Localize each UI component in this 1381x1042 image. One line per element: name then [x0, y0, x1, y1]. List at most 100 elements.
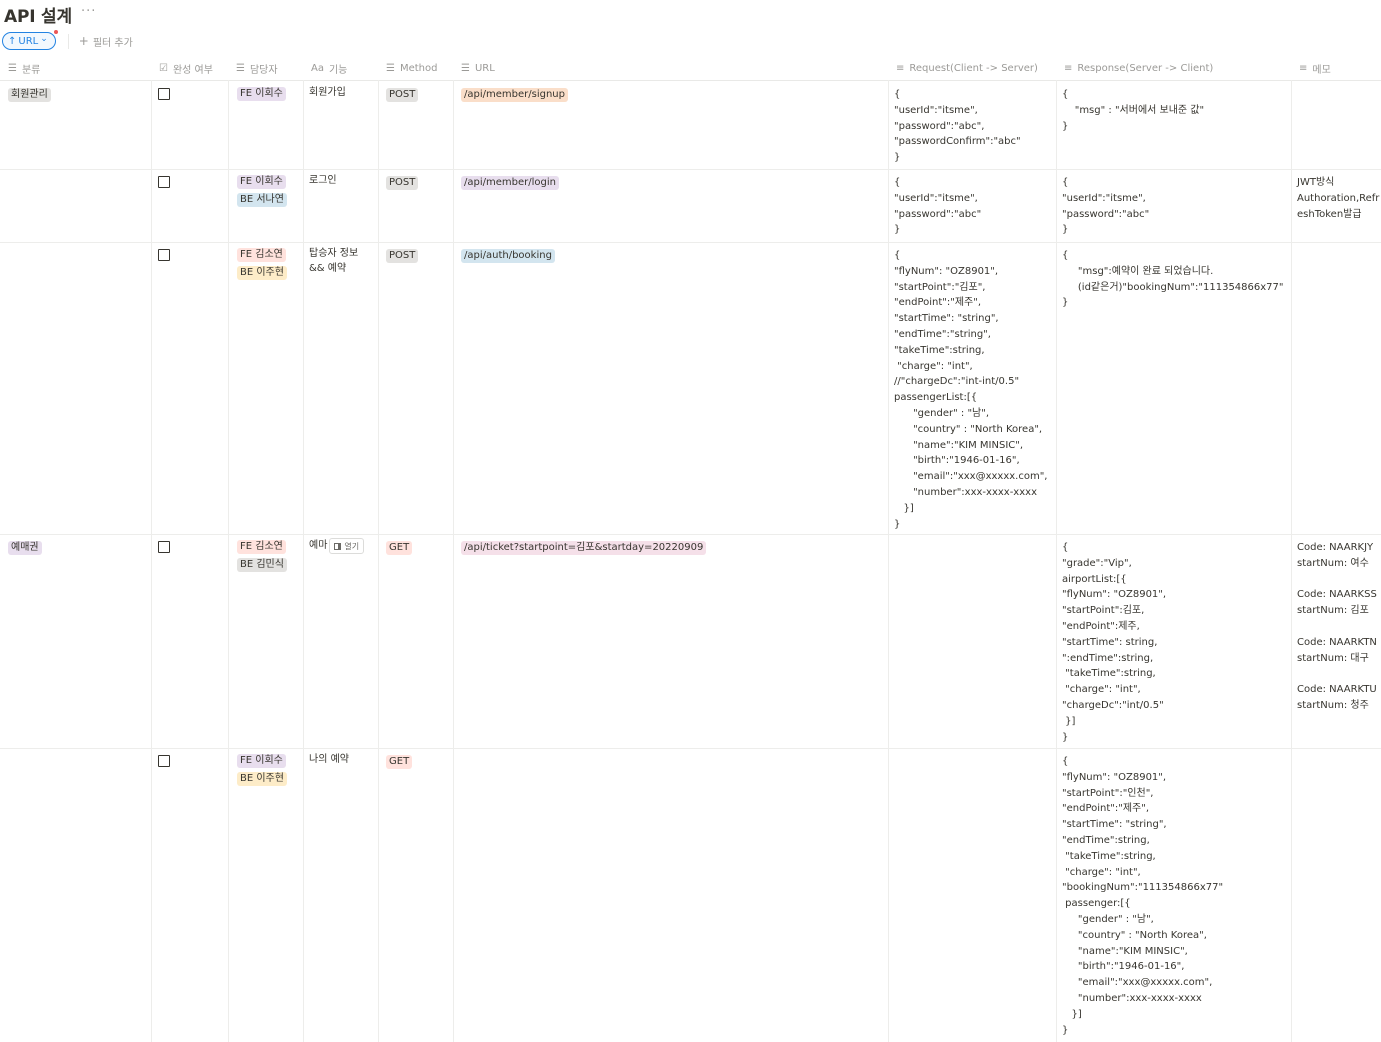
row-divider [0, 242, 1381, 243]
column-header-category[interactable]: ☰ 분류 [8, 56, 40, 80]
url-cell[interactable]: /api/auth/booking [461, 248, 555, 267]
owner-tags: FE 이회수 BE 이주현 [237, 754, 287, 790]
owner-cell[interactable]: FE 김소연 BE 이주현 [237, 248, 287, 284]
column-header-response[interactable]: ≡ Response(Server -> Client) [1064, 56, 1213, 80]
method-cell[interactable]: POST [386, 248, 419, 267]
done-checkbox[interactable] [158, 755, 170, 767]
url-cell[interactable]: /api/ticket?startpoint=김포&startday=20220… [461, 540, 707, 559]
active-sort-dot [53, 30, 58, 34]
column-divider [378, 80, 379, 1042]
paragraph-icon: ≡ [896, 62, 905, 74]
memo-cell[interactable]: JWT방식 Authoration,Refr eshToken발급 [1297, 175, 1379, 222]
column-header-owner[interactable]: ☰ 담당자 [236, 56, 278, 80]
url-cell[interactable]: /api/member/signup [461, 87, 568, 106]
text-icon: Aa [311, 62, 324, 74]
add-filter-button[interactable]: + 필터 추가 [79, 34, 133, 49]
column-header-feature[interactable]: Aa 기능 [311, 56, 347, 80]
feature-cell[interactable]: 예마 열기 [309, 538, 365, 554]
method-cell[interactable]: POST [386, 87, 419, 106]
column-header-request[interactable]: ≡ Request(Client -> Server) [896, 56, 1038, 80]
paragraph-icon: ≡ [1299, 62, 1308, 74]
response-body: { "msg":예약이 완료 되었습니다. (id같은거)"bookingNum… [1062, 250, 1284, 309]
table-row: FE 이회수 BE 이주현 나의 예약 GET { "flyNum": "OZ8901"… [0, 748, 1381, 1041]
done-checkbox[interactable] [158, 249, 170, 261]
open-button-label: 열기 [344, 541, 360, 551]
column-header-done[interactable]: ☑ 완성 여부 [159, 56, 213, 80]
list-icon: ☰ [236, 62, 245, 74]
paragraph-icon: ≡ [1064, 62, 1073, 74]
owner-tag: FE 이회수 [237, 754, 286, 768]
method-tag: GET [386, 755, 413, 769]
feature-cell[interactable]: 나의 예약 [309, 752, 349, 767]
feature-title: 나의 예약 [309, 754, 349, 765]
category-cell[interactable]: 예매권 [8, 540, 42, 559]
column-header-url[interactable]: ☰ URL [461, 56, 495, 80]
memo-cell[interactable]: Code: NAARKJY startNum: 여수 Code: NAARKSS… [1297, 540, 1377, 714]
arrow-up-icon: ↑ [8, 35, 17, 47]
method-cell[interactable]: GET [386, 754, 413, 773]
request-body: { "userId":"itsme", "password":"abc" } [894, 177, 982, 236]
owner-tag: FE 김소연 [237, 540, 286, 554]
owner-tags: FE 김소연 BE 이주현 [237, 248, 287, 284]
request-body: { "flyNum": "OZ8901", "startPoint":"김포",… [894, 250, 1048, 530]
sort-url-chip[interactable]: ↑ URL ⌄ [2, 30, 58, 50]
column-header-label: 분류 [21, 64, 41, 76]
memo-text: Code: NAARKJY startNum: 여수 Code: NAARKSS… [1297, 542, 1377, 711]
add-filter-label: 필터 추가 [92, 37, 133, 49]
response-cell[interactable]: { "userId":"itsme", "password":"abc" } [1062, 175, 1149, 238]
row-divider [0, 169, 1381, 170]
response-cell[interactable]: { "msg":예약이 완료 되었습니다. (id같은거)"bookingNum… [1062, 248, 1284, 311]
owner-cell[interactable]: FE 이회수 BE 이주현 [237, 754, 287, 790]
toolbar-divider [67, 33, 69, 49]
column-divider [303, 80, 304, 1042]
owner-tags: FE 이회수 [237, 87, 286, 105]
owner-cell[interactable]: FE 김소연 BE 김민식 [237, 540, 287, 576]
url-tag: /api/member/login [461, 176, 559, 190]
owner-cell[interactable]: FE 이회수 [237, 87, 286, 105]
owner-tag: BE 서나연 [237, 193, 287, 207]
done-checkbox[interactable] [158, 88, 170, 100]
done-checkbox[interactable] [158, 541, 170, 553]
response-body: { "grade":"Vip", airportList:[{ "flyNum"… [1062, 542, 1167, 743]
response-cell[interactable]: { "grade":"Vip", airportList:[{ "flyNum"… [1062, 540, 1166, 745]
url-cell[interactable]: /api/member/login [461, 175, 559, 194]
column-header-label: 메모 [1312, 64, 1331, 76]
method-cell[interactable]: POST [386, 175, 419, 194]
sort-chip-label: URL [18, 35, 39, 47]
list-icon: ☰ [8, 62, 17, 74]
response-body: { "flyNum": "OZ8901", "startPoint":"인천",… [1062, 756, 1224, 1036]
request-cell[interactable]: { "userId":"itsme", "password":"abc" } [894, 175, 981, 238]
chevron-down-icon: ⌄ [40, 34, 48, 44]
more-horizontal-icon[interactable]: ··· [80, 3, 97, 19]
response-cell[interactable]: { "msg" : "서버에서 보내준 값" } [1062, 87, 1204, 134]
done-checkbox[interactable] [158, 176, 170, 188]
open-page-button[interactable]: 열기 [329, 538, 365, 554]
column-divider [151, 80, 152, 1042]
response-cell[interactable]: { "flyNum": "OZ8901", "startPoint":"인천",… [1062, 754, 1223, 1038]
response-body: { "msg" : "서버에서 보내준 값" } [1062, 89, 1205, 132]
method-tag: POST [386, 176, 419, 190]
feature-cell[interactable]: 탑승자 정보 && 예약 [309, 246, 358, 276]
column-header-label: Method [399, 62, 438, 74]
column-divider [228, 80, 229, 1042]
column-header-memo[interactable]: ≡ 메모 [1299, 56, 1331, 80]
owner-tag: BE 김민식 [237, 558, 287, 572]
feature-title: 회원가입 [309, 87, 346, 98]
method-tag: POST [386, 249, 419, 263]
column-header-label: Request(Client -> Server) [909, 62, 1038, 74]
header-divider [0, 80, 1381, 81]
feature-cell[interactable]: 로그인 [309, 173, 337, 188]
table-row: FE 이회수 BE 서나연 로그인 POST/api/member/login { "u… [0, 169, 1381, 242]
owner-cell[interactable]: FE 이회수 BE 서나연 [237, 175, 287, 211]
feature-cell[interactable]: 회원가입 [309, 85, 346, 100]
column-header-method[interactable]: ☰ Method [386, 56, 437, 80]
request-cell[interactable]: { "userId":"itsme", "password":"abc", "p… [894, 87, 1021, 166]
method-cell[interactable]: GET [386, 540, 413, 559]
feature-title: 탑승자 정보 && 예약 [309, 248, 359, 274]
request-cell[interactable]: { "flyNum": "OZ8901", "startPoint":"김포",… [894, 248, 1047, 532]
memo-text: JWT방식 Authoration,Refr eshToken발급 [1297, 177, 1380, 220]
category-cell[interactable]: 회원관리 [8, 87, 51, 106]
checkbox-icon: ☑ [159, 62, 168, 74]
table-row: 예매권 FE 김소연 BE 김민식 예마 열기 GET/api/ticket?startp… [0, 534, 1381, 748]
owner-tag: BE 이주현 [237, 266, 287, 280]
